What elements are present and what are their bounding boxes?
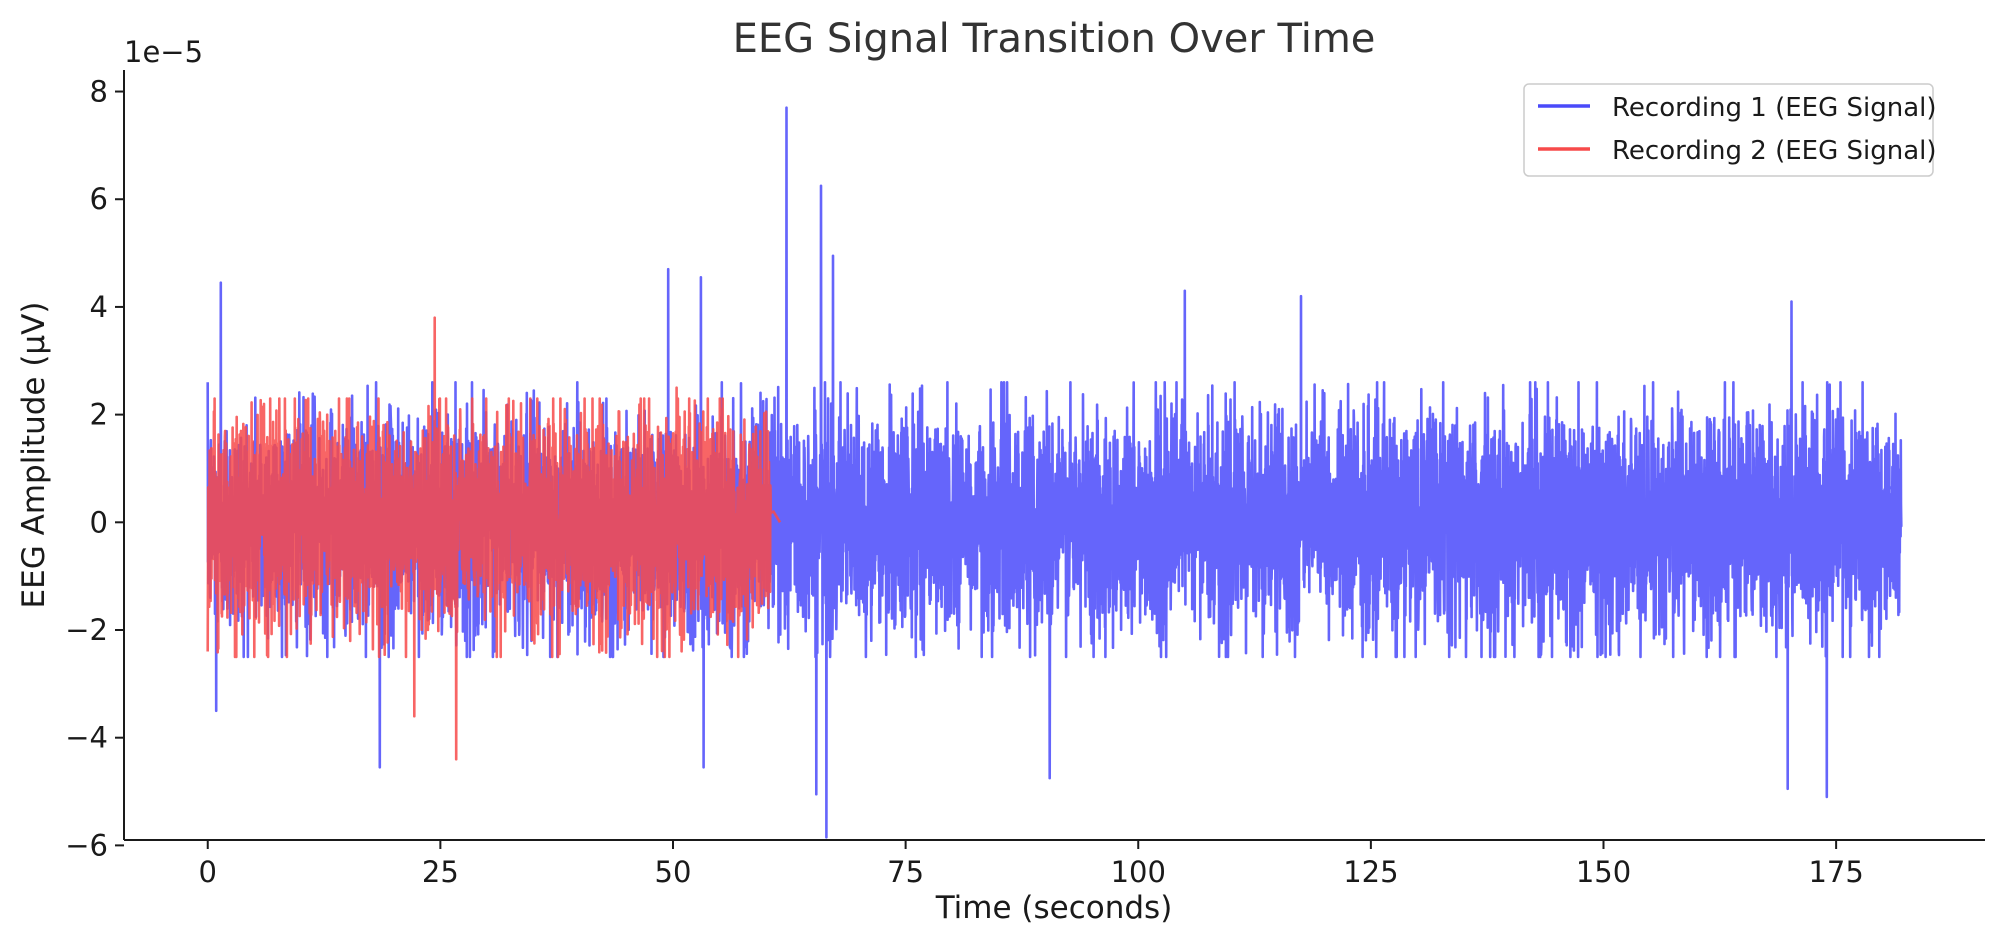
series-line-recording-2 xyxy=(206,316,782,761)
y-tick-label: −2 xyxy=(65,613,108,647)
x-tick-label: 75 xyxy=(887,855,924,889)
chart-title: EEG Signal Transition Over Time xyxy=(733,16,1376,62)
y-tick-label: 0 xyxy=(90,505,108,539)
x-axis-label: Time (seconds) xyxy=(935,890,1173,926)
x-tick-label: 100 xyxy=(1111,855,1166,889)
y-tick-label: 4 xyxy=(90,290,108,324)
y-tick-label: −6 xyxy=(65,828,108,862)
x-tick-label: 25 xyxy=(422,855,459,889)
x-tick-label: 50 xyxy=(655,855,692,889)
series-group xyxy=(206,106,1903,839)
legend-label-recording-1: Recording 1 (EEG Signal) xyxy=(1612,93,1937,123)
y-tick-label: −4 xyxy=(65,721,108,755)
plot-area: 0 25 50 75 100 125 150 175 −6 −4 −2 0 2 4 6 8 xyxy=(65,70,1985,889)
y-tick-label: 6 xyxy=(90,182,108,216)
y-ticks: −6 −4 −2 0 2 4 6 8 xyxy=(65,75,124,862)
legend-box xyxy=(1523,83,1934,177)
x-tick-label: 0 xyxy=(199,855,217,889)
legend-label-recording-2: Recording 2 (EEG Signal) xyxy=(1612,136,1937,166)
y-offset-label: 1e−5 xyxy=(124,35,203,69)
legend: Recording 1 (EEG Signal) Recording 2 (EE… xyxy=(1523,83,1937,177)
x-ticks: 0 25 50 75 100 125 150 175 xyxy=(199,840,1864,889)
y-axis-label: EEG Amplitude (µV) xyxy=(16,302,52,609)
x-tick-label: 150 xyxy=(1576,855,1631,889)
x-tick-label: 175 xyxy=(1808,855,1863,889)
x-tick-label: 125 xyxy=(1343,855,1398,889)
y-tick-label: 2 xyxy=(90,398,108,432)
y-tick-label: 8 xyxy=(90,75,108,109)
